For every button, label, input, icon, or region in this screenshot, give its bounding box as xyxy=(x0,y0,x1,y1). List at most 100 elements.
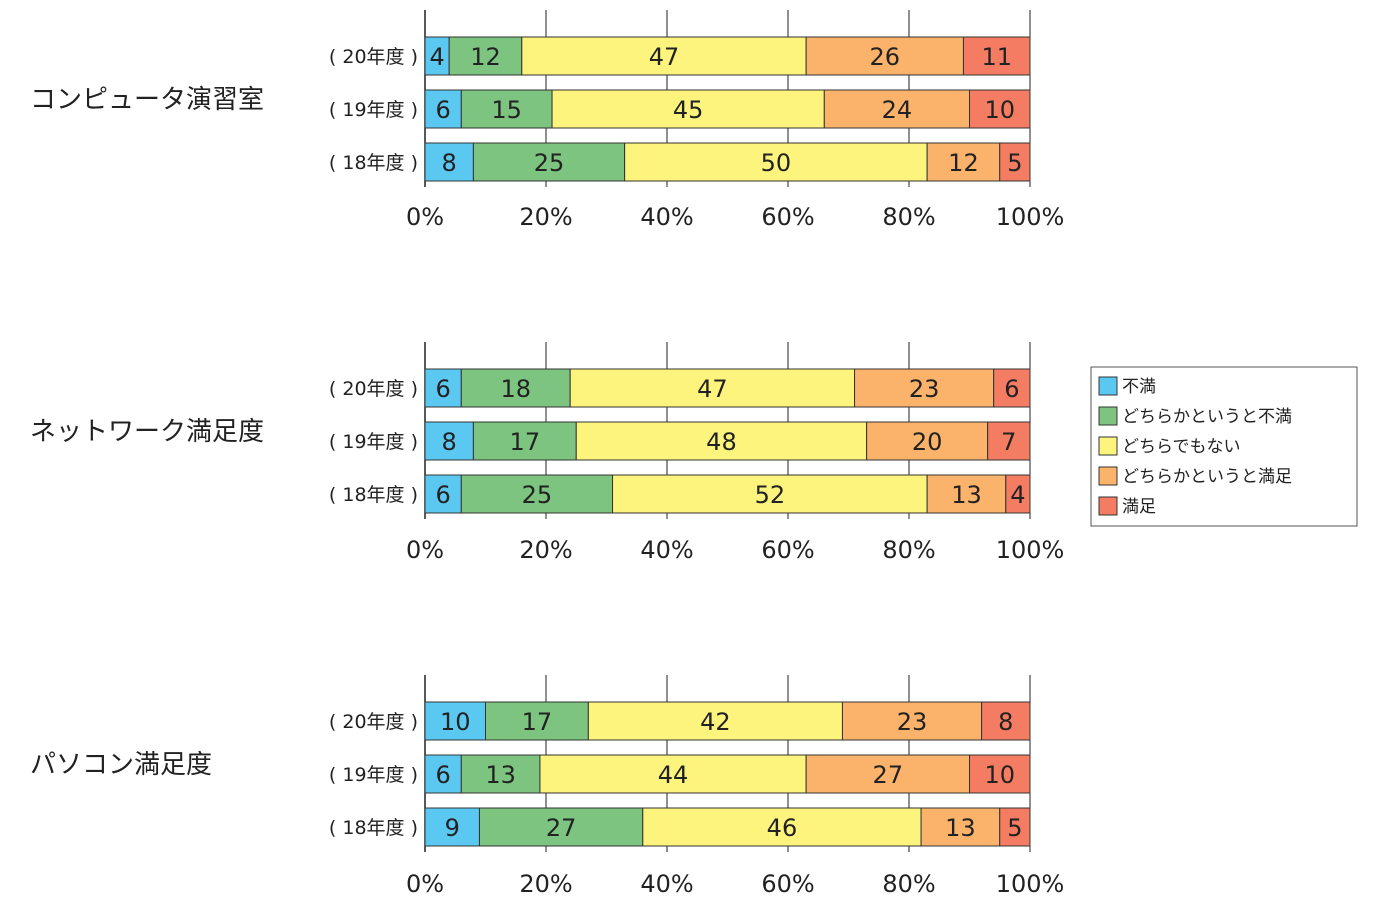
data-label: 12 xyxy=(948,149,979,177)
data-label: 46 xyxy=(767,814,798,842)
data-label: 9 xyxy=(445,814,460,842)
bar-segment xyxy=(485,701,589,741)
legend-swatch xyxy=(1098,376,1118,396)
bar-segment xyxy=(969,754,1031,794)
row-label: ( 20年度 ) xyxy=(329,46,418,68)
bar-segment xyxy=(999,142,1031,182)
data-label: 6 xyxy=(436,375,451,403)
x-tick-label: 60% xyxy=(761,536,814,564)
bar-segment xyxy=(472,142,626,182)
data-label: 8 xyxy=(998,708,1013,736)
legend-swatch xyxy=(1098,436,1118,456)
bar-segment xyxy=(472,421,577,461)
row-label: ( 18年度 ) xyxy=(329,152,418,174)
row-label: ( 19年度 ) xyxy=(329,99,418,121)
legend-swatch xyxy=(1098,466,1118,486)
bar-segment xyxy=(993,368,1031,408)
bar-segment xyxy=(460,474,614,514)
data-label: 25 xyxy=(534,149,565,177)
data-label: 8 xyxy=(442,428,457,456)
x-tick-label: 0% xyxy=(406,870,444,897)
data-label: 6 xyxy=(436,96,451,124)
data-label: 7 xyxy=(1001,428,1016,456)
data-label: 6 xyxy=(1004,375,1019,403)
legend-swatch xyxy=(1098,406,1118,426)
bar-segment xyxy=(539,754,807,794)
bar-segment xyxy=(969,89,1031,129)
x-tick-label: 60% xyxy=(761,203,814,231)
row-label: ( 19年度 ) xyxy=(329,431,418,453)
data-label: 20 xyxy=(912,428,943,456)
data-label: 11 xyxy=(981,43,1012,71)
bar-segment xyxy=(642,807,922,847)
data-label: 10 xyxy=(984,96,1015,124)
data-label: 5 xyxy=(1007,814,1022,842)
data-label: 27 xyxy=(873,761,904,789)
bar-segment xyxy=(551,89,825,129)
data-label: 10 xyxy=(984,761,1015,789)
bar-segment xyxy=(920,807,1001,847)
bar-segment xyxy=(424,142,474,182)
legend-label: どちらでもない xyxy=(1122,437,1241,457)
data-label: 15 xyxy=(491,96,522,124)
x-tick-label: 20% xyxy=(519,870,572,897)
row-label: ( 18年度 ) xyxy=(329,817,418,839)
data-label: 25 xyxy=(522,481,553,509)
data-label: 26 xyxy=(870,43,901,71)
bar-segment xyxy=(962,36,1031,76)
row-label: ( 20年度 ) xyxy=(329,378,418,400)
bar-segment xyxy=(1005,474,1031,514)
data-label: 44 xyxy=(658,761,689,789)
data-label: 13 xyxy=(485,761,516,789)
data-label: 50 xyxy=(761,149,792,177)
x-tick-label: 0% xyxy=(406,536,444,564)
data-label: 18 xyxy=(500,375,531,403)
bar-segment xyxy=(805,754,971,794)
x-tick-label: 0% xyxy=(406,203,444,231)
legend-swatch xyxy=(1098,496,1118,516)
data-label: 23 xyxy=(897,708,928,736)
bar-segment xyxy=(424,421,474,461)
data-label: 8 xyxy=(442,149,457,177)
bar-segment xyxy=(460,89,553,129)
x-tick-label: 100% xyxy=(996,870,1065,897)
data-label: 23 xyxy=(909,375,940,403)
data-label: 27 xyxy=(546,814,577,842)
x-tick-label: 20% xyxy=(519,536,572,564)
row-label: ( 20年度 ) xyxy=(329,711,418,733)
x-tick-label: 80% xyxy=(882,203,935,231)
group-title: ネットワーク満足度 xyxy=(30,417,264,447)
bar-segment xyxy=(926,474,1007,514)
data-label: 5 xyxy=(1007,149,1022,177)
data-label: 4 xyxy=(1010,481,1025,509)
data-label: 47 xyxy=(649,43,680,71)
legend-label: 不満 xyxy=(1122,377,1156,397)
data-label: 13 xyxy=(951,481,982,509)
bar-segment xyxy=(926,142,1001,182)
x-tick-label: 40% xyxy=(640,203,693,231)
data-label: 10 xyxy=(440,708,471,736)
bar-segment xyxy=(424,701,486,741)
data-label: 24 xyxy=(882,96,913,124)
data-label: 4 xyxy=(429,43,444,71)
bar-segment xyxy=(805,36,964,76)
bar-segment xyxy=(424,36,450,76)
data-label: 13 xyxy=(945,814,976,842)
data-label: 42 xyxy=(700,708,731,736)
bar-segment xyxy=(999,807,1031,847)
bar-segment xyxy=(587,701,843,741)
x-tick-label: 100% xyxy=(996,203,1065,231)
group-title: コンピュータ演習室 xyxy=(30,85,264,115)
x-tick-label: 60% xyxy=(761,870,814,897)
x-tick-label: 80% xyxy=(882,536,935,564)
data-label: 45 xyxy=(673,96,704,124)
bar-segment xyxy=(981,701,1031,741)
bar-segment xyxy=(424,474,462,514)
legend-label: 満足 xyxy=(1122,497,1156,517)
bar-segment xyxy=(569,368,856,408)
data-label: 48 xyxy=(706,428,737,456)
bar-segment xyxy=(424,89,462,129)
data-label: 12 xyxy=(470,43,501,71)
x-tick-label: 100% xyxy=(996,536,1065,564)
